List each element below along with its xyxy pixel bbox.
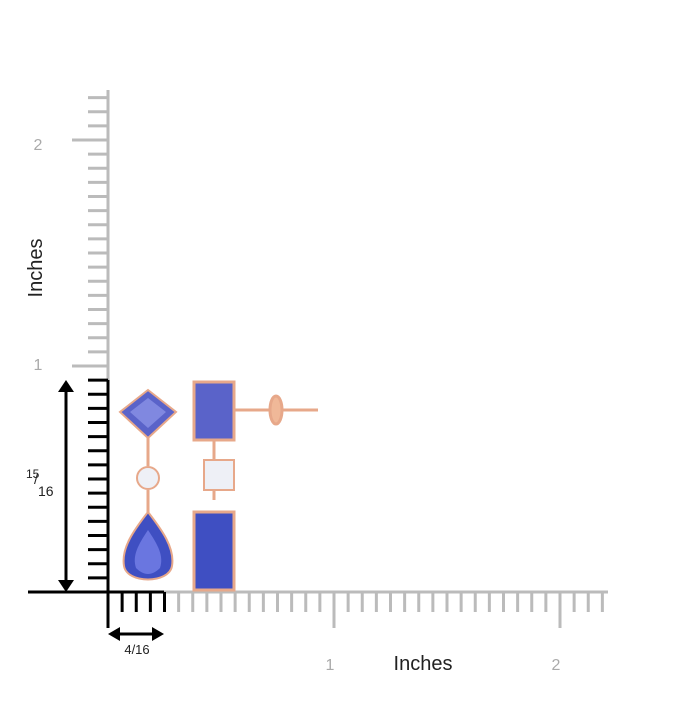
h-tick-label: 1 — [326, 657, 335, 674]
height-arrow — [58, 380, 74, 592]
width-arrow — [108, 627, 164, 641]
h-tick-label: 2 — [552, 657, 561, 674]
height-numerator: 15 — [26, 467, 40, 481]
earring-side — [192, 380, 318, 592]
earring-front — [118, 388, 178, 581]
width-label: 4/16 — [124, 642, 149, 657]
height-slash: / — [34, 471, 38, 487]
height-denominator: 16 — [38, 483, 54, 499]
h-axis-label: Inches — [394, 653, 453, 675]
v-axis-label: Inches — [25, 239, 47, 298]
v-tick-label: 2 — [34, 137, 43, 154]
rulers — [28, 90, 608, 628]
v-tick-label: 1 — [34, 357, 43, 374]
